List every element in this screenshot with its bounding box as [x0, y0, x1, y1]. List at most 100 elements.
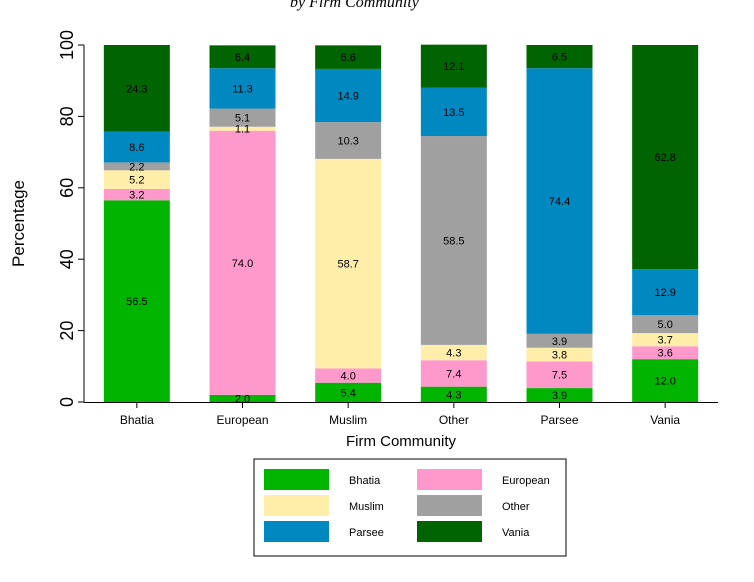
y-tick-label: 20: [57, 321, 77, 341]
bar-segment: [209, 108, 276, 127]
data-label: 2.0: [235, 393, 250, 405]
bar-segment: [526, 333, 593, 348]
data-label: 74.0: [232, 258, 253, 270]
data-label: 11.3: [232, 83, 253, 95]
x-tick-label: European: [216, 413, 268, 427]
x-tick-label: Vania: [650, 413, 680, 427]
legend-swatch: [417, 469, 482, 490]
data-label: 3.6: [658, 348, 673, 360]
legend-label: Parsee: [349, 527, 384, 539]
data-label: 7.5: [552, 370, 567, 382]
data-label: 3.2: [129, 190, 144, 202]
bar-segment: [420, 44, 487, 88]
bar-segment: [315, 68, 382, 123]
data-label: 14.9: [337, 91, 358, 103]
bar-segment: [420, 87, 487, 137]
x-tick-label: Other: [439, 413, 469, 427]
legend-label: Vania: [502, 527, 530, 539]
y-axis-label: Percentage: [9, 180, 28, 267]
legend-swatch: [417, 521, 482, 542]
legend-swatch: [417, 495, 482, 516]
bar-segment: [632, 333, 699, 347]
bar-segment: [209, 130, 276, 395]
data-label: 4.3: [446, 348, 461, 360]
bar-segment: [526, 45, 593, 69]
plot-area: [83, 44, 719, 403]
bar-segment: [209, 394, 276, 402]
data-label: 5.2: [129, 175, 144, 187]
data-label: 56.5: [126, 296, 147, 308]
data-label: 6.5: [552, 52, 567, 64]
data-label: 10.3: [337, 135, 358, 147]
data-label: 13.5: [443, 107, 464, 119]
bar-segment: [315, 122, 382, 159]
bar-segment: [103, 131, 170, 163]
legend-swatch: [264, 521, 329, 542]
bar-segment: [420, 360, 487, 387]
data-label: 6.4: [235, 52, 250, 64]
bar-segment: [526, 361, 593, 389]
legend-label: Muslim: [349, 501, 384, 513]
bar-segment: [632, 359, 699, 402]
bar-segment: [315, 382, 382, 402]
y-tick-label: 80: [57, 106, 77, 126]
bar-segment: [632, 45, 699, 270]
cropped-title-text: by Firm Community: [290, 0, 419, 11]
data-label: 5.1: [235, 113, 250, 125]
bar-segment: [420, 136, 487, 345]
bar-segment: [103, 45, 170, 132]
bar-segment: [315, 368, 382, 383]
bar-segment: [209, 126, 276, 131]
data-label: 62.8: [654, 152, 675, 164]
data-label: 3.9: [552, 336, 567, 348]
data-label: 5.4: [341, 387, 356, 399]
x-tick-label: Muslim: [329, 413, 367, 427]
data-label: 7.4: [446, 368, 461, 380]
bar-segment: [103, 170, 170, 189]
bar-segment: [103, 162, 170, 171]
y-tick-label: 100: [57, 30, 77, 60]
bar-segment: [209, 45, 276, 69]
legend-label: Other: [502, 501, 530, 513]
data-label: 4.0: [341, 371, 356, 383]
data-label: 24.3: [126, 83, 147, 95]
data-label: 12.0: [654, 376, 675, 388]
bar-segment: [526, 347, 593, 362]
bar-segment: [420, 386, 487, 402]
data-label: 6.6: [341, 52, 356, 64]
data-label: 4.3: [446, 389, 461, 401]
bar-segment: [632, 269, 699, 316]
x-tick-label: Bhatia: [120, 413, 154, 427]
data-label: 12.1: [443, 61, 464, 73]
bar-segment: [103, 188, 170, 201]
bar-segment: [209, 68, 276, 109]
legend-label: Bhatia: [349, 475, 381, 487]
data-label: 3.7: [658, 335, 673, 347]
y-tick-label: 0: [57, 397, 77, 407]
legend-swatch: [264, 495, 329, 516]
data-label: 1.1: [235, 124, 250, 136]
data-label: 5.0: [658, 319, 673, 331]
legend-label: European: [502, 475, 550, 487]
bar-segment: [315, 45, 382, 69]
bar-segment: [103, 200, 170, 402]
data-label: 58.7: [337, 259, 358, 271]
data-label: 8.6: [129, 142, 144, 154]
y-tick-label: 40: [57, 249, 77, 269]
bar-segment: [315, 158, 382, 369]
data-label: 2.2: [129, 161, 144, 173]
legend-swatch: [264, 469, 329, 490]
bar-segment: [632, 346, 699, 360]
data-label: 74.4: [549, 196, 570, 208]
x-axis-label: Firm Community: [346, 433, 457, 450]
data-label: 12.9: [654, 287, 675, 299]
bar-segment: [420, 344, 487, 361]
data-label: 58.5: [443, 235, 464, 247]
data-label: 3.9: [552, 390, 567, 402]
bar-segment: [526, 68, 593, 334]
data-label: 3.8: [552, 350, 567, 362]
y-tick-label: 60: [57, 178, 77, 198]
bar-segment: [632, 315, 699, 334]
